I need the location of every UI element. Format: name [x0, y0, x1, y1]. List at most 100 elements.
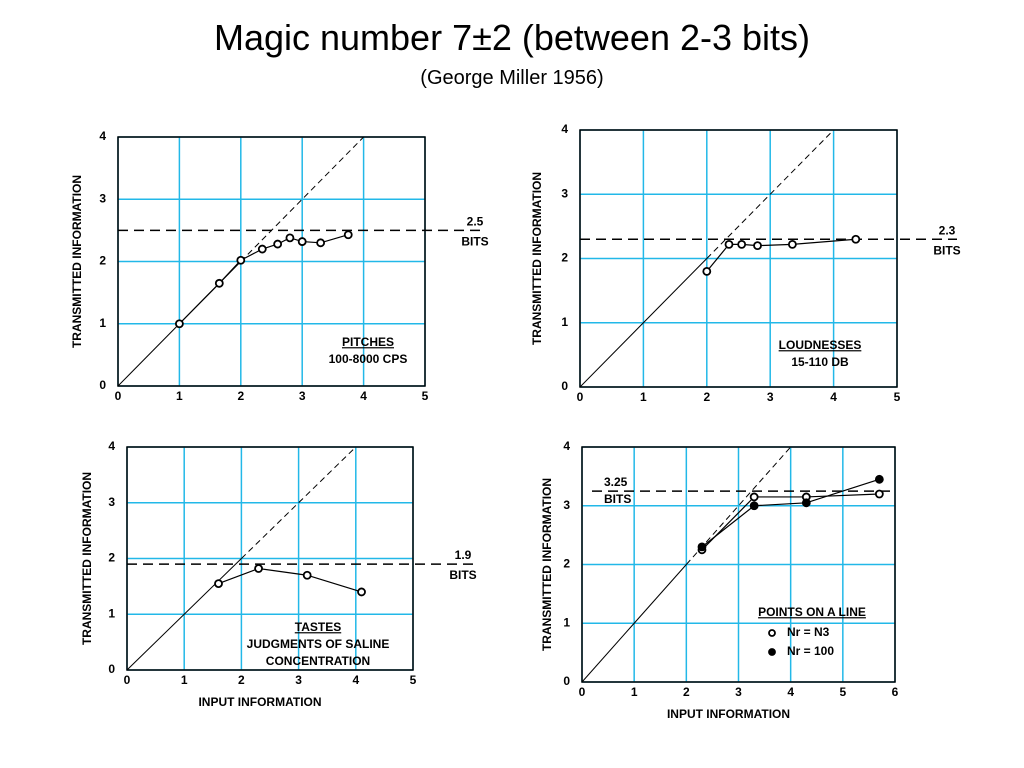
data-point: [236, 255, 246, 265]
plot-frame: [117, 136, 426, 387]
slide-title: Magic number 7±2 (between 2-3 bits): [214, 17, 810, 58]
annotation: TASTES: [295, 620, 341, 634]
data-point: [874, 474, 884, 484]
x-tick-label: 2: [238, 673, 245, 687]
reference-label: BITS: [933, 243, 960, 257]
data-point: [702, 266, 712, 276]
x-tick-label: 1: [176, 389, 183, 403]
data-point: [285, 233, 295, 243]
data-point: [273, 239, 283, 249]
y-tick-label: 0: [99, 378, 106, 392]
x-tick-label: 3: [735, 685, 742, 699]
data-point: [257, 244, 267, 254]
x-tick-label: 4: [787, 685, 794, 699]
y-axis-label: TRANSMITTED INFORMATION: [540, 478, 554, 651]
reference-value: 2.5: [467, 215, 484, 229]
y-axis-label: TRANSMITTED INFORMATION: [70, 175, 84, 348]
annotation: 100-8000 CPS: [329, 352, 408, 366]
legend-label: Nr = 100: [787, 644, 834, 658]
y-tick-label: 0: [108, 662, 115, 676]
x-tick-label: 1: [631, 685, 638, 699]
x-tick-label: 0: [579, 685, 586, 699]
x-tick-label: 0: [124, 673, 131, 687]
reference-value: 3.25: [604, 475, 628, 489]
y-tick-label: 0: [561, 379, 568, 393]
annotation: JUDGMENTS OF SALINE: [247, 637, 390, 651]
plot-frame: [579, 129, 898, 388]
data-point: [851, 234, 861, 244]
reference-value: 1.9: [455, 548, 472, 562]
reference-label: BITS: [449, 568, 476, 582]
data-point: [343, 230, 353, 240]
x-tick-label: 5: [839, 685, 846, 699]
y-tick-label: 3: [563, 498, 570, 512]
x-tick-label: 5: [410, 673, 417, 687]
y-tick-label: 0: [563, 674, 570, 688]
x-tick-label: 1: [181, 673, 188, 687]
reference-label: BITS: [461, 235, 488, 249]
data-point: [749, 492, 759, 502]
data-point: [801, 498, 811, 508]
x-tick-label: 4: [352, 673, 359, 687]
series-line: [706, 238, 856, 272]
x-tick-label: 4: [830, 390, 837, 404]
y-axis-label: TRANSMITTED INFORMATION: [80, 472, 94, 645]
y-tick-label: 4: [99, 129, 106, 143]
y-tick-label: 2: [99, 254, 106, 268]
x-tick-label: 3: [299, 389, 306, 403]
diagonal-dashed: [706, 129, 834, 259]
x-tick-label: 5: [422, 389, 429, 403]
x-tick-label: 0: [577, 390, 584, 404]
data-point: [749, 501, 759, 511]
y-tick-label: 1: [561, 315, 568, 329]
y-tick-label: 3: [99, 191, 106, 205]
diagonal-dashed: [241, 446, 357, 559]
annotation: LOUDNESSES: [779, 338, 862, 352]
diagonal-solid: [581, 564, 687, 683]
y-tick-label: 4: [563, 439, 570, 453]
data-point: [697, 542, 707, 552]
x-tick-label: 6: [892, 685, 899, 699]
data-point: [316, 238, 326, 248]
data-point: [254, 564, 263, 573]
diagonal-dashed: [240, 136, 364, 262]
data-point: [174, 319, 184, 329]
data-point: [787, 239, 797, 249]
data-point: [737, 239, 747, 249]
data-point: [214, 579, 223, 588]
series-line: [701, 493, 880, 551]
data-point: [302, 570, 312, 580]
y-tick-label: 2: [563, 557, 570, 571]
legend-marker: [768, 629, 776, 637]
annotation: CONCENTRATION: [266, 654, 370, 668]
series-line: [218, 567, 362, 593]
x-tick-label: 2: [237, 389, 244, 403]
x-axis-label: INPUT INFORMATION: [198, 695, 321, 709]
y-tick-label: 4: [108, 439, 115, 453]
legend-label: Nr = N3: [787, 625, 830, 639]
data-point: [724, 239, 734, 249]
diagonal-solid: [579, 258, 708, 388]
y-tick-label: 2: [108, 551, 115, 565]
reference-label: BITS: [604, 492, 631, 506]
x-tick-label: 0: [115, 389, 122, 403]
plot-frame: [126, 446, 414, 671]
annotation: PITCHES: [342, 335, 394, 349]
x-tick-label: 5: [894, 390, 901, 404]
x-tick-label: 2: [703, 390, 710, 404]
y-tick-label: 1: [563, 615, 570, 629]
x-tick-label: 3: [767, 390, 774, 404]
plot-frame: [581, 446, 896, 683]
legend-marker: [768, 648, 776, 656]
x-tick-label: 2: [683, 685, 690, 699]
x-axis-label: INPUT INFORMATION: [667, 707, 790, 721]
annotation: 15-110 DB: [791, 355, 849, 369]
y-tick-label: 1: [108, 606, 115, 620]
data-point: [357, 587, 366, 597]
reference-value: 2.3: [939, 223, 956, 237]
y-tick-label: 2: [561, 251, 568, 265]
y-tick-label: 3: [108, 495, 115, 509]
y-tick-label: 4: [561, 122, 568, 136]
x-tick-label: 1: [640, 390, 647, 404]
